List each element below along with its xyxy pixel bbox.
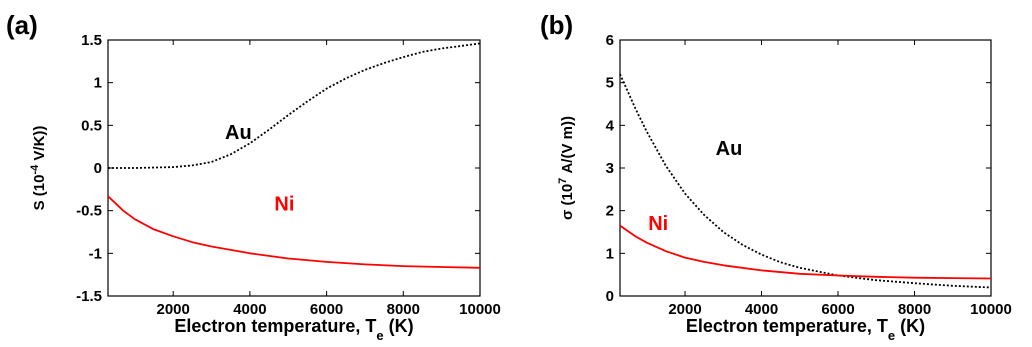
y-tick-label: 1 <box>606 245 614 262</box>
x-tick-label: 4000 <box>233 301 266 318</box>
panel-label: (a) <box>6 10 38 40</box>
panel-label: (b) <box>540 10 573 40</box>
series-label-ni: Ni <box>274 194 294 216</box>
y-tick-label: -1.5 <box>76 288 102 305</box>
y-tick-label: 0 <box>606 288 614 305</box>
x-tick-label: 6000 <box>821 301 854 318</box>
series-label-au: Au <box>225 122 252 144</box>
series-label-au: Au <box>716 138 743 160</box>
y-tick-label: 1 <box>94 75 102 92</box>
x-tick-label: 2000 <box>668 301 701 318</box>
y-tick-label: 5 <box>606 75 614 92</box>
x-tick-label: 4000 <box>745 301 778 318</box>
chart-panel-0: (a) -1.5 -1 -0.5 0 0.5 1 1.5 2000 4000 6000 8000 100… <box>6 10 501 343</box>
y-tick-label: -0.5 <box>76 203 102 220</box>
x-tick-label: 6000 <box>310 301 343 318</box>
x-tick-label: 10000 <box>459 301 501 318</box>
y-axis-label: S (10-4 V/K)) <box>29 126 48 211</box>
x-axis-label: Electron temperature, Te (K) <box>686 316 925 343</box>
y-axis-label: σ (107 A/(V m)) <box>557 116 576 220</box>
series-line-au <box>619 73 992 289</box>
chart-panel-1: (b) 0 1 2 3 4 5 6 2000 4000 6000 8000 10000 Electron … <box>540 10 1012 343</box>
x-tick-label: 8000 <box>387 301 420 318</box>
plot-frame <box>107 39 481 297</box>
y-tick-label: -1 <box>89 245 102 262</box>
y-tick-label: 0.5 <box>81 117 102 134</box>
y-tick-label: 0 <box>94 160 102 177</box>
x-tick-label: 10000 <box>970 301 1012 318</box>
x-tick-label: 2000 <box>157 301 190 318</box>
series-line-au <box>108 42 481 169</box>
y-tick-label: 3 <box>606 160 614 177</box>
y-tick-label: 1.5 <box>81 32 102 49</box>
series-line-ni <box>107 195 481 269</box>
y-tick-label: 2 <box>606 203 614 220</box>
plot-frame <box>619 39 992 297</box>
series-line-ni <box>619 224 992 280</box>
series-label-ni: Ni <box>648 213 668 235</box>
y-tick-label: 6 <box>606 32 614 49</box>
x-tick-label: 8000 <box>898 301 931 318</box>
y-tick-label: 4 <box>606 117 615 134</box>
x-axis-label: Electron temperature, Te (K) <box>174 316 413 343</box>
